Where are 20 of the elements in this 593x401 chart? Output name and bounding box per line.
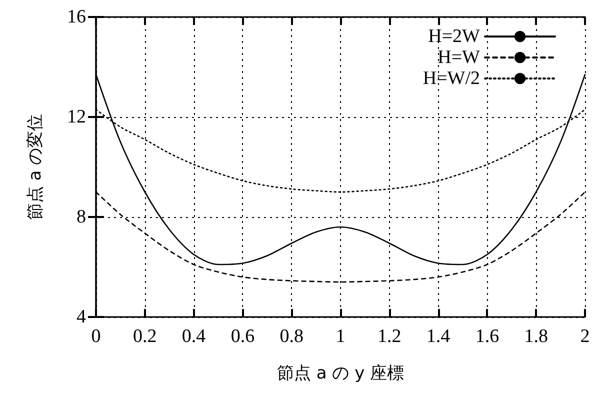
x-tick-label: 0.8: [280, 326, 304, 347]
x-tick-label: 0.6: [230, 326, 255, 347]
y-axis-title: 節点 a の変位: [26, 114, 46, 220]
x-tick-label: 0.2: [133, 326, 157, 347]
x-tick-label: 1: [336, 326, 346, 347]
y-tick-label: 16: [67, 6, 86, 28]
legend-label: H=W: [438, 47, 480, 68]
y-tick-label: 4: [76, 306, 86, 328]
x-tick-label: 0.4: [182, 326, 206, 347]
x-tick-label: 1.2: [378, 326, 402, 347]
legend-label: H=2W: [428, 26, 480, 47]
legend-label: H=W/2: [422, 68, 480, 89]
x-tick-label: 1.8: [524, 326, 548, 347]
x-tick-label: 0: [91, 326, 101, 347]
x-tick-label: 1.6: [475, 326, 500, 347]
y-tick-label: 8: [76, 206, 86, 228]
x-tick-label: 1.4: [426, 326, 451, 347]
y-tick-label: 12: [67, 106, 86, 128]
x-tick-label: 2: [580, 326, 590, 347]
x-axis-title: 節点 a の y 座標: [276, 364, 404, 384]
